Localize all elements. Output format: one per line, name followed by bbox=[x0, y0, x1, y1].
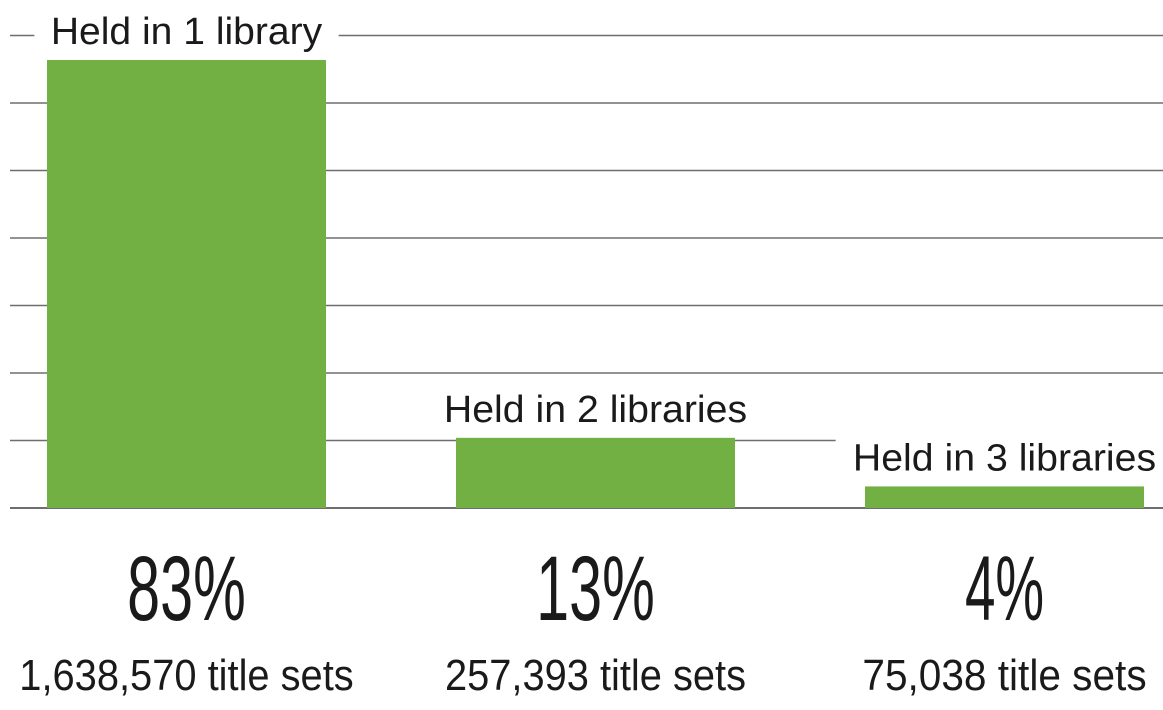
value-label-2: 13% bbox=[536, 538, 655, 640]
label-knockout-1 bbox=[34, 9, 339, 52]
count-label-2: 257,393 title sets bbox=[445, 651, 746, 700]
category-label-1: Held in 1 library bbox=[51, 11, 322, 53]
bar-2 bbox=[456, 437, 735, 508]
category-label-2: Held in 2 libraries bbox=[444, 389, 747, 431]
bars bbox=[47, 59, 1144, 508]
count-label-1: 1,638,570 title sets bbox=[19, 651, 353, 700]
bar-3 bbox=[865, 486, 1144, 508]
count-label-3: 75,038 title sets bbox=[862, 651, 1146, 700]
bar-labels: Held in 1 library Held in 2 libraries Held… bbox=[34, 9, 1163, 479]
category-label-3: Held in 3 libraries bbox=[853, 437, 1156, 479]
value-label-1: 83% bbox=[127, 538, 246, 640]
bar-1 bbox=[47, 59, 326, 508]
value-label-3: 4% bbox=[965, 538, 1044, 640]
label-knockout-2 bbox=[426, 387, 765, 430]
label-knockout-3 bbox=[835, 436, 1163, 479]
value-labels: 83% 1,638,570 title sets 13% 257,393 title … bbox=[19, 538, 1146, 700]
